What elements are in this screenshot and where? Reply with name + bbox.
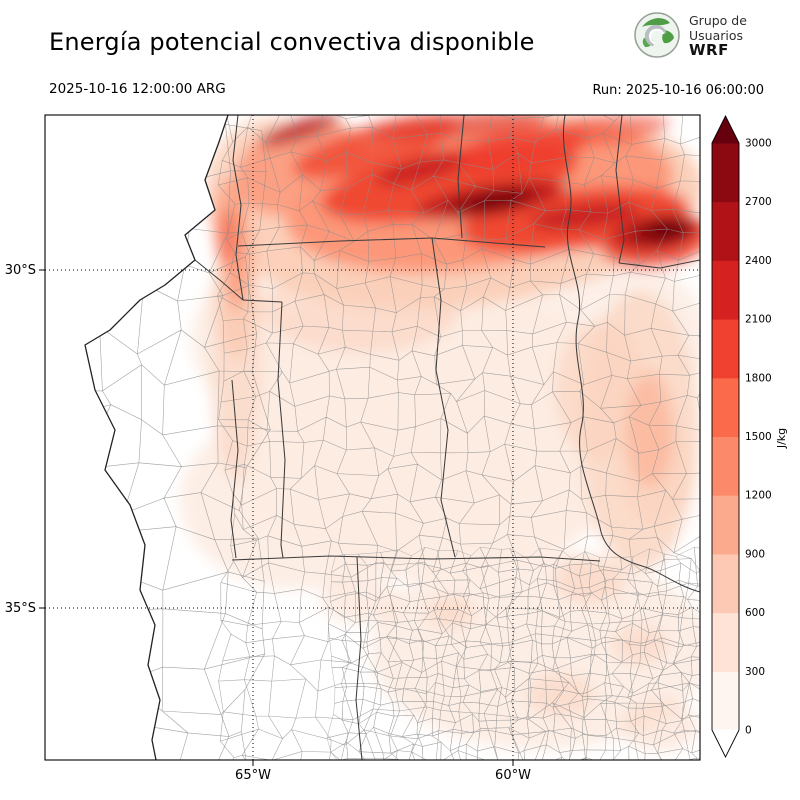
colorbar-tick: 2400 bbox=[745, 255, 772, 267]
colorbar-tick: 2100 bbox=[745, 314, 772, 326]
colorbar-tick: 1200 bbox=[745, 490, 772, 502]
lat-label-30s: 30°S bbox=[5, 263, 36, 278]
lon-label-65w: 65°W bbox=[235, 768, 271, 783]
wrf-globe-icon bbox=[634, 12, 680, 58]
colorbar-tick: 300 bbox=[745, 666, 765, 678]
cape-shading-field bbox=[180, 115, 700, 751]
map-canvas bbox=[45, 115, 700, 760]
colorbar-tick-labels: 3000 2700 2400 2100 1800 1500 1200 900 6… bbox=[745, 138, 772, 737]
axis-tick-marks bbox=[39, 269, 514, 766]
logo-line-1: Grupo de bbox=[689, 12, 747, 28]
outside-domain-mask bbox=[45, 115, 228, 760]
colorbar-unit-label: J/kg bbox=[775, 428, 788, 449]
colorbar-tick: 1500 bbox=[745, 431, 772, 443]
colorbar-tick: 900 bbox=[745, 548, 765, 560]
colorbar-tick: 0 bbox=[745, 725, 752, 737]
valid-time-label: 2025-10-16 12:00:00 ARG bbox=[49, 81, 226, 97]
logo-line-2: Usuarios bbox=[689, 27, 744, 43]
colorbar bbox=[712, 116, 739, 757]
run-time-label: Run: 2025-10-16 06:00:00 bbox=[592, 83, 764, 98]
colorbar-tick: 1800 bbox=[745, 372, 772, 384]
department-boundaries-mesh bbox=[85, 115, 700, 760]
page-title: Energía potencial convectiva disponible bbox=[49, 28, 535, 56]
wrf-logo: Grupo de Usuarios WRF bbox=[632, 10, 747, 60]
colorbar-outline bbox=[711, 114, 740, 759]
lon-label-60w: 60°W bbox=[495, 768, 531, 783]
colorbar-tick: 600 bbox=[745, 607, 765, 619]
colorbar-tick: 2700 bbox=[745, 196, 772, 208]
province-boundaries bbox=[84, 115, 700, 760]
logo-line-3: WRF bbox=[689, 40, 729, 59]
lat-label-35s: 35°S bbox=[5, 601, 36, 616]
map-frame bbox=[44, 114, 701, 761]
colorbar-tick: 3000 bbox=[745, 138, 772, 150]
